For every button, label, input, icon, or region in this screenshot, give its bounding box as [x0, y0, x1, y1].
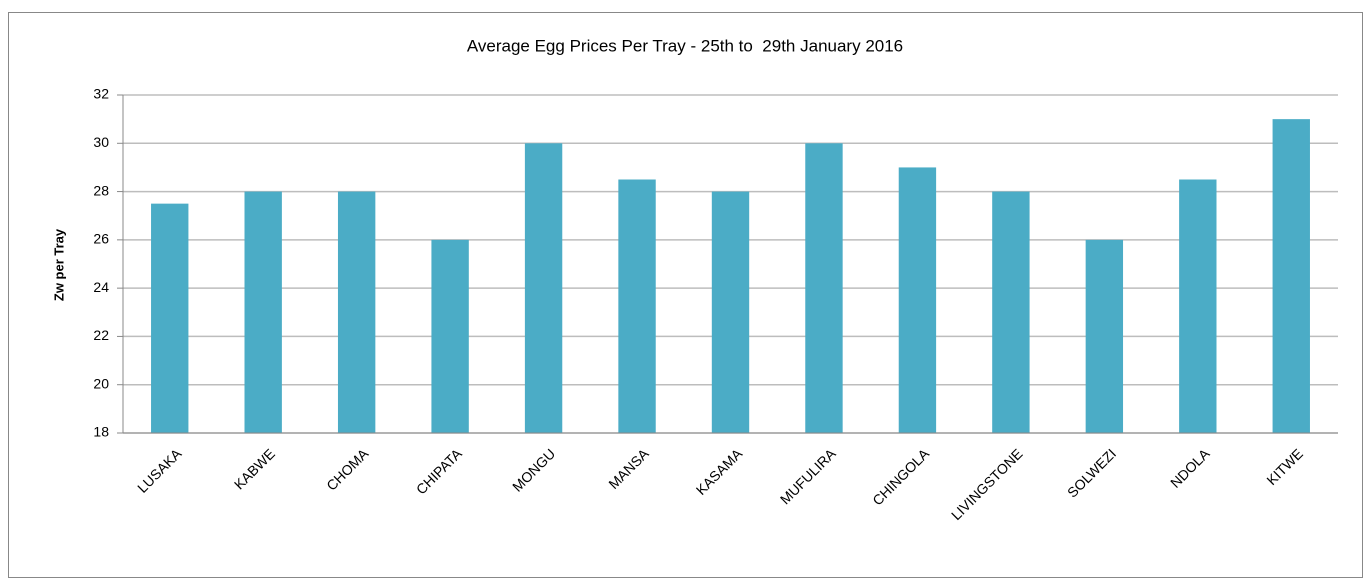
bar [524, 143, 563, 434]
y-tick-label: 18 [93, 424, 109, 440]
bar [431, 239, 469, 433]
bar [1085, 239, 1124, 433]
y-tick-label: 28 [93, 182, 109, 198]
bar [992, 191, 1030, 433]
bar [805, 143, 843, 434]
chart-title: Average Egg Prices Per Tray - 25th to 29… [467, 36, 903, 55]
y-tick-label: 22 [93, 327, 109, 343]
bar [898, 167, 937, 433]
bar [711, 191, 750, 433]
bar [151, 203, 189, 433]
y-axis-label: Zw per Tray [51, 228, 66, 301]
bar [618, 179, 656, 433]
y-tick-label: 32 [93, 86, 109, 102]
y-tick-label: 30 [93, 134, 109, 150]
y-tick-label: 20 [93, 375, 109, 391]
bar [1272, 119, 1310, 434]
bar [337, 191, 376, 433]
chart-frame [8, 12, 1363, 578]
bar [1179, 179, 1217, 433]
y-tick-label: 26 [93, 231, 109, 247]
bar [244, 191, 282, 433]
y-tick-label: 24 [93, 279, 109, 295]
